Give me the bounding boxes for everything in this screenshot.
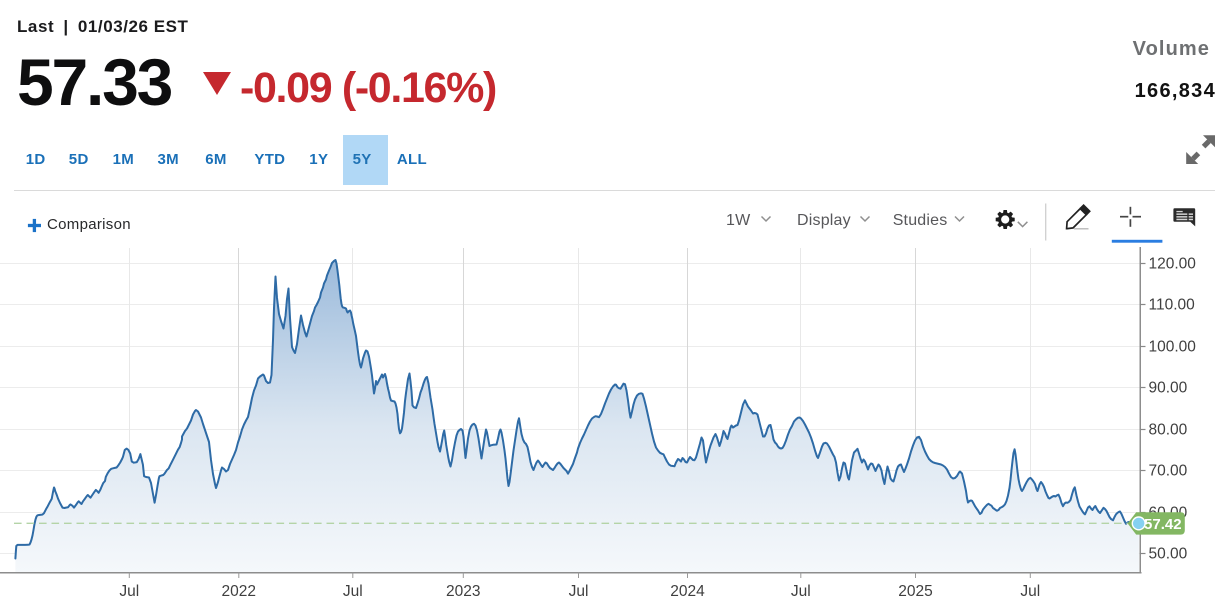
svg-text:Jul: Jul [343,583,363,600]
svg-text:57.42: 57.42 [1144,516,1182,533]
svg-text:80.00: 80.00 [1149,422,1188,439]
svg-text:2024: 2024 [670,583,705,600]
svg-text:Jul: Jul [791,583,811,600]
svg-text:Jul: Jul [119,583,139,600]
svg-text:120.00: 120.00 [1149,256,1197,273]
svg-text:2023: 2023 [446,583,480,600]
svg-text:90.00: 90.00 [1149,380,1188,397]
svg-text:Jul: Jul [1020,583,1040,600]
svg-text:70.00: 70.00 [1149,463,1188,480]
svg-text:100.00: 100.00 [1149,339,1197,356]
svg-text:110.00: 110.00 [1149,297,1196,314]
svg-text:2022: 2022 [222,583,256,600]
svg-text:Jul: Jul [569,583,589,600]
svg-text:50.00: 50.00 [1149,546,1188,563]
svg-text:2025: 2025 [898,583,932,600]
